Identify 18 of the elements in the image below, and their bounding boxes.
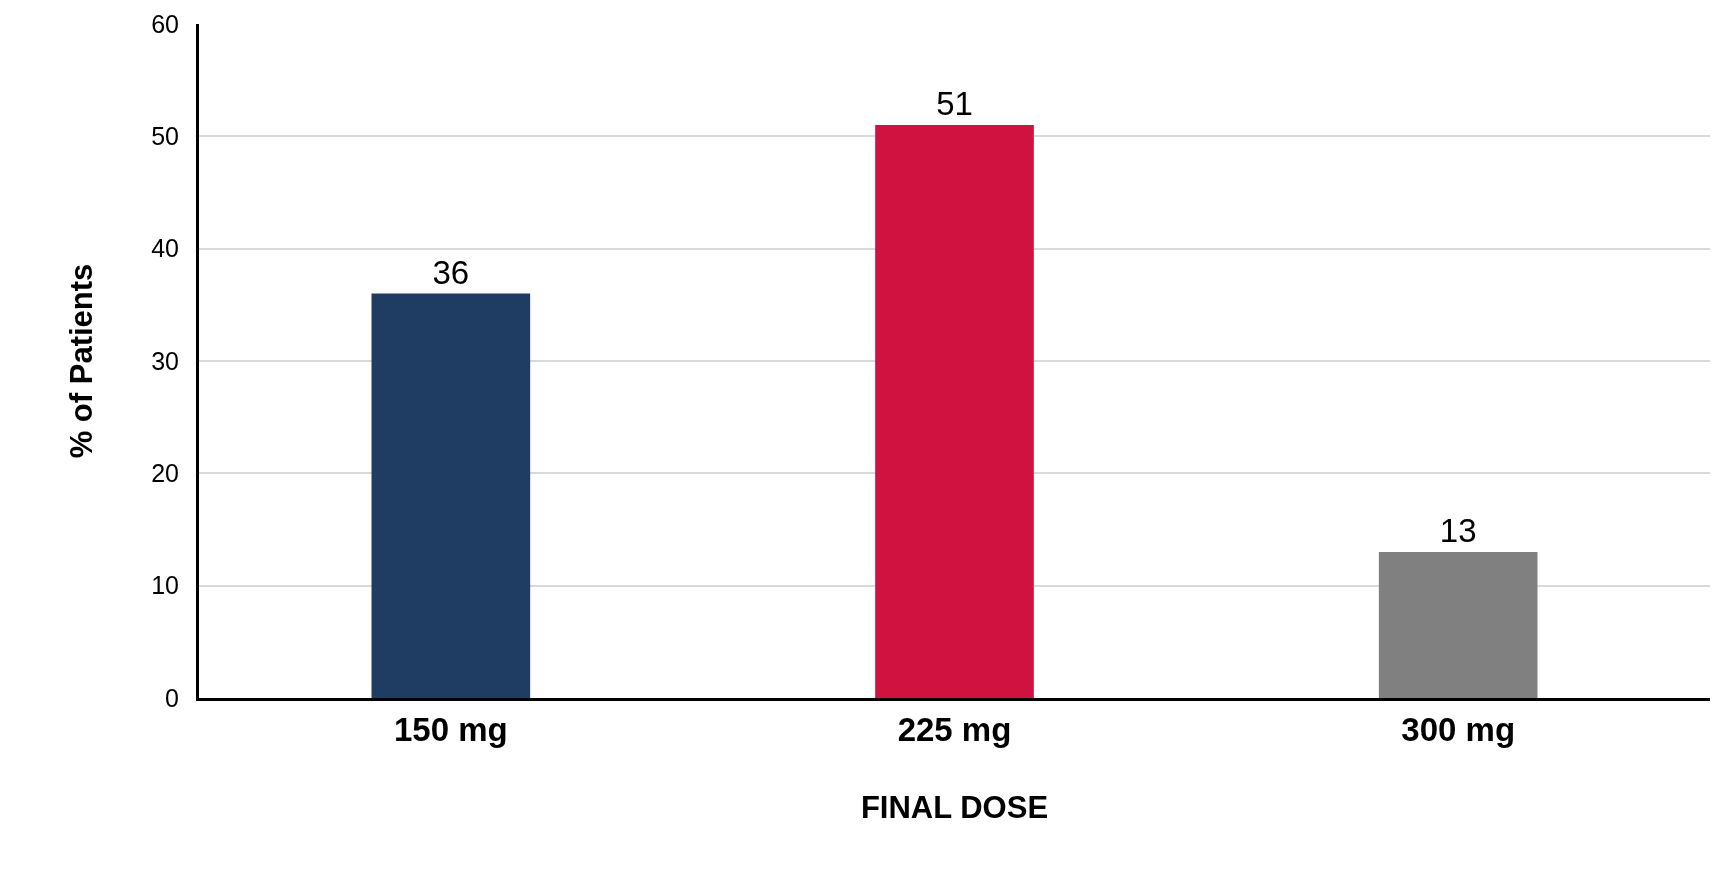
y-tick-label: 60: [151, 9, 179, 38]
x-axis-title: FINAL DOSE: [860, 789, 1049, 825]
y-tick-label: 40: [151, 234, 179, 263]
y-axis-title: % of Patients: [63, 263, 99, 459]
y-tick-label: 50: [151, 122, 179, 151]
x-tick-label: 150 mg: [393, 710, 508, 748]
bar: [875, 125, 1034, 698]
data-label: 36: [432, 253, 470, 291]
data-label: 51: [936, 85, 973, 123]
x-tick-label: 225 mg: [897, 710, 1012, 748]
bar: [1378, 551, 1538, 698]
data-label: 13: [1439, 511, 1477, 549]
y-tick-label: 20: [151, 459, 179, 488]
x-tick-label: 300 mg: [1401, 710, 1516, 748]
y-tick-label: 10: [151, 571, 179, 600]
bar: [371, 293, 531, 698]
y-tick-label: 30: [151, 346, 179, 375]
y-tick-label: 0: [165, 683, 179, 712]
